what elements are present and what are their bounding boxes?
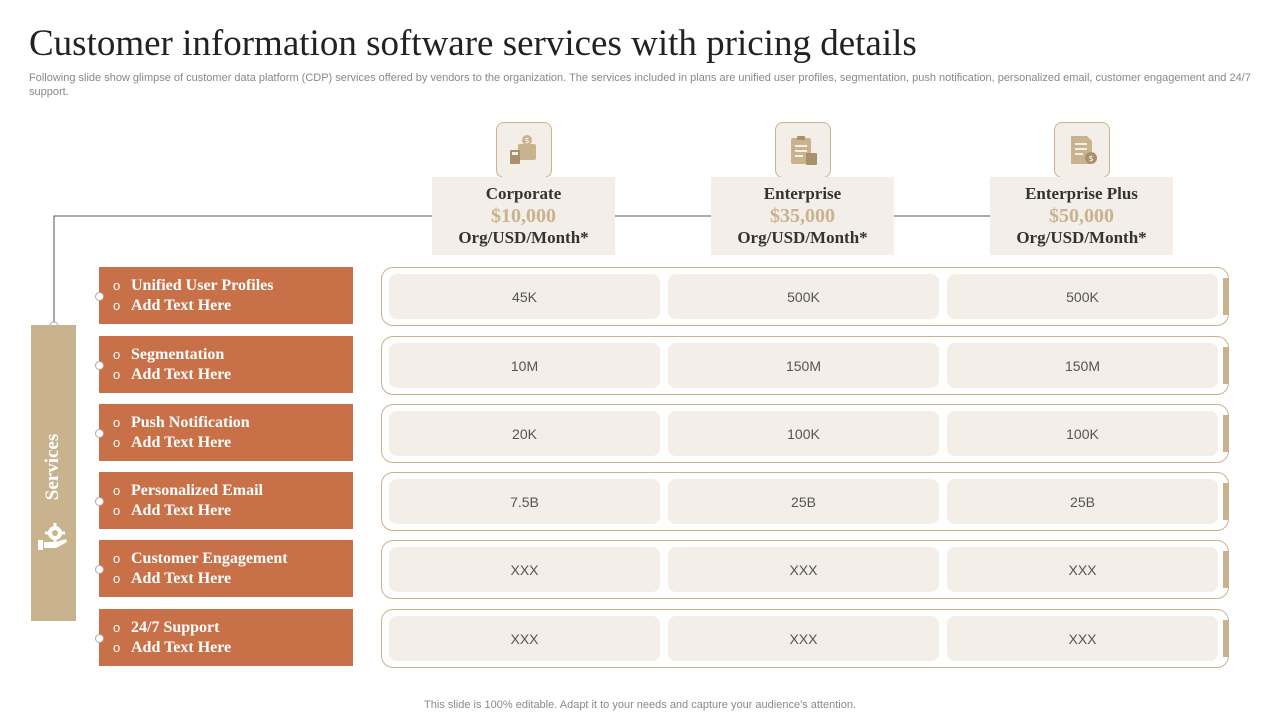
clipboard-checklist-icon (775, 122, 831, 178)
value-cell: 500K (668, 274, 939, 319)
service-subtext: Add Text Here (113, 296, 353, 316)
plan-price: $35,000 (770, 205, 835, 227)
hand-gear-icon (36, 523, 70, 556)
service-subtext: Add Text Here (113, 638, 353, 658)
services-bar (31, 325, 76, 621)
footer-note: This slide is 100% editable. Adapt it to… (424, 699, 856, 711)
value-cell: 10M (389, 343, 660, 388)
service-item-segmentation: Segmentation Add Text Here (99, 336, 353, 393)
row-tab (1223, 483, 1229, 520)
value-cell: 25B (668, 479, 939, 524)
page-subtitle: Following slide show glimpse of customer… (29, 72, 1251, 98)
plan-name: Corporate (485, 184, 562, 203)
plan-price: $50,000 (1049, 205, 1114, 227)
value-cell: 100K (947, 411, 1218, 456)
service-name: Customer Engagement (113, 549, 353, 569)
value-cell: 150M (668, 343, 939, 388)
value-row: XXX XXX XXX (381, 540, 1229, 599)
svg-text:$: $ (524, 136, 529, 145)
value-cell: 25B (947, 479, 1218, 524)
service-name: Segmentation (113, 345, 353, 365)
page-title: Customer information software services w… (29, 23, 917, 64)
plan-name: Enterprise Plus (1025, 184, 1138, 203)
connector-dot (95, 565, 104, 574)
connector-dot (95, 292, 104, 301)
row-tab (1223, 347, 1229, 384)
value-cell: 100K (668, 411, 939, 456)
value-row: 20K 100K 100K (381, 404, 1229, 463)
value-cell: 7.5B (389, 479, 660, 524)
value-cell: 45K (389, 274, 660, 319)
connector-dot (95, 497, 104, 506)
service-subtext: Add Text Here (113, 365, 353, 385)
row-tab (1223, 278, 1229, 315)
value-cell: 150M (947, 343, 1218, 388)
service-item-push-notification: Push Notification Add Text Here (99, 404, 353, 461)
row-tab (1223, 551, 1229, 588)
connector-dot (95, 634, 104, 643)
value-cell: XXX (389, 616, 660, 661)
service-subtext: Add Text Here (113, 501, 353, 521)
value-cell: XXX (668, 547, 939, 592)
service-name: Push Notification (113, 413, 353, 433)
service-subtext: Add Text Here (113, 569, 353, 589)
value-row: 7.5B 25B 25B (381, 472, 1229, 531)
service-name: Personalized Email (113, 481, 353, 501)
invoice-dollar-icon: $ (1054, 122, 1110, 178)
value-cell: XXX (947, 616, 1218, 661)
plan-name: Enterprise (763, 184, 842, 203)
value-cell: XXX (947, 547, 1218, 592)
connector-dot (95, 429, 104, 438)
value-row: 45K 500K 500K (381, 267, 1229, 326)
service-item-24-7-support: 24/7 Support Add Text Here (99, 609, 353, 666)
plan-corporate: Corporate $10,000 Org/USD/Month* (432, 177, 615, 255)
svg-text:$: $ (1088, 154, 1093, 163)
plan-enterprise: Enterprise $35,000 Org/USD/Month* (711, 177, 894, 255)
value-row: XXX XXX XXX (381, 609, 1229, 668)
service-item-customer-engagement: Customer Engagement Add Text Here (99, 540, 353, 597)
plan-unit: Org/USD/Month* (737, 228, 868, 247)
value-cell: 20K (389, 411, 660, 456)
value-row: 10M 150M 150M (381, 336, 1229, 395)
plan-unit: Org/USD/Month* (1016, 228, 1147, 247)
service-name: Unified User Profiles (113, 276, 353, 296)
service-item-personalized-email: Personalized Email Add Text Here (99, 472, 353, 529)
row-tab (1223, 620, 1229, 657)
service-subtext: Add Text Here (113, 433, 353, 453)
service-item-unified-user-profiles: Unified User Profiles Add Text Here (99, 267, 353, 324)
plan-enterprise-plus: Enterprise Plus $50,000 Org/USD/Month* (990, 177, 1173, 255)
value-cell: XXX (668, 616, 939, 661)
connector-dot (95, 361, 104, 370)
value-cell: XXX (389, 547, 660, 592)
service-name: 24/7 Support (113, 618, 353, 638)
value-cell: 500K (947, 274, 1218, 319)
plan-unit: Org/USD/Month* (458, 228, 589, 247)
row-tab (1223, 415, 1229, 452)
plan-price: $10,000 (491, 205, 556, 227)
services-label: Services (42, 433, 63, 501)
wallet-calculator-icon: $ (496, 122, 552, 178)
